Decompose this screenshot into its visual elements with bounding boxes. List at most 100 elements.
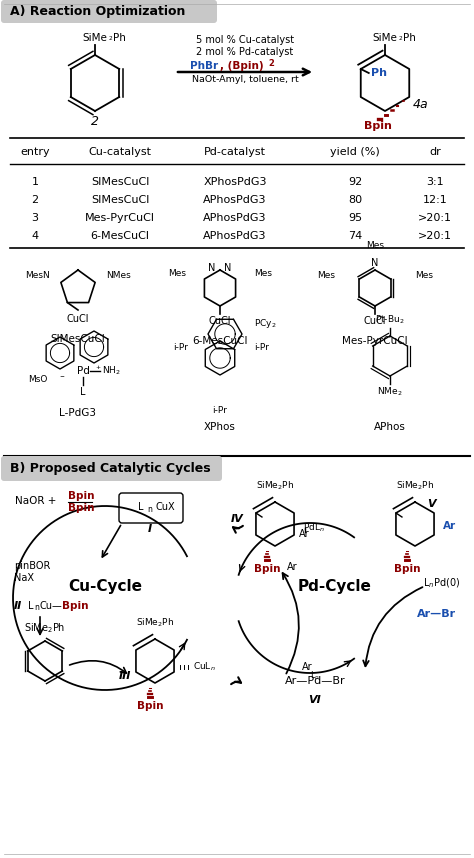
Text: CuX: CuX <box>156 502 176 512</box>
Text: XPhos: XPhos <box>204 422 236 432</box>
Text: NMes: NMes <box>106 271 131 281</box>
Text: L: L <box>80 387 86 397</box>
Text: Ar—Pd—Br: Ar—Pd—Br <box>285 676 346 686</box>
Text: II: II <box>14 601 22 611</box>
Text: L$_n$: L$_n$ <box>310 670 320 682</box>
Text: 92: 92 <box>348 177 362 187</box>
Text: pinBOR: pinBOR <box>14 561 50 571</box>
Text: CuL$_n$: CuL$_n$ <box>193 661 216 674</box>
Text: Ar: Ar <box>443 521 456 531</box>
Text: 2: 2 <box>268 58 274 68</box>
Text: dr: dr <box>429 147 441 157</box>
Text: V: V <box>427 499 436 509</box>
Text: Bpin: Bpin <box>364 121 392 131</box>
Text: 3: 3 <box>31 213 38 223</box>
FancyBboxPatch shape <box>1 456 222 481</box>
Text: Bpin: Bpin <box>68 491 94 501</box>
Text: Mes: Mes <box>415 271 433 281</box>
Text: CuCl: CuCl <box>209 316 231 326</box>
Text: NMe$_2$: NMe$_2$ <box>377 386 403 398</box>
Text: B) Proposed Catalytic Cycles: B) Proposed Catalytic Cycles <box>10 462 210 475</box>
Text: Cu—: Cu— <box>40 601 63 611</box>
Text: >20:1: >20:1 <box>418 231 452 241</box>
Text: Bpin: Bpin <box>394 564 420 574</box>
Text: PdL$_n$: PdL$_n$ <box>303 522 325 535</box>
Text: 4: 4 <box>31 231 38 241</box>
Text: entry: entry <box>20 147 50 157</box>
Text: CuCl: CuCl <box>364 316 386 326</box>
Text: APhos: APhos <box>374 422 406 432</box>
Text: VI: VI <box>309 695 321 705</box>
Text: Pd-catalyst: Pd-catalyst <box>204 147 266 157</box>
Text: I: I <box>148 524 152 534</box>
Text: SiMe: SiMe <box>373 33 397 43</box>
Text: MesN: MesN <box>25 271 50 281</box>
Text: CuCl: CuCl <box>67 314 89 324</box>
Text: Mes: Mes <box>366 241 384 250</box>
Text: $^-$: $^-$ <box>58 372 65 382</box>
Text: SIMesCuCl: SIMesCuCl <box>51 334 105 344</box>
Text: Ar: Ar <box>287 562 298 572</box>
Text: SiMe$_2$Ph: SiMe$_2$Ph <box>256 480 294 492</box>
Text: Mes-PyrCuCl: Mes-PyrCuCl <box>342 336 408 346</box>
Text: NaOt-Amyl, toluene, rt: NaOt-Amyl, toluene, rt <box>191 76 298 84</box>
Text: NaOR +: NaOR + <box>15 496 56 506</box>
Text: Mes-PyrCuCl: Mes-PyrCuCl <box>85 213 155 223</box>
Text: XPhosPdG3: XPhosPdG3 <box>203 177 267 187</box>
Text: Pd-Cycle: Pd-Cycle <box>298 578 372 594</box>
Text: APhosPdG3: APhosPdG3 <box>203 231 267 241</box>
Text: 80: 80 <box>348 195 362 205</box>
Text: NaX: NaX <box>14 573 34 583</box>
Text: 3:1: 3:1 <box>426 177 444 187</box>
Text: N: N <box>208 263 216 273</box>
Text: Mes: Mes <box>254 269 272 279</box>
Text: n: n <box>147 505 152 513</box>
Text: , (Bpin): , (Bpin) <box>220 61 264 71</box>
Text: N: N <box>224 263 232 273</box>
Text: L: L <box>138 502 144 512</box>
Text: SIMesCuCl: SIMesCuCl <box>91 177 149 187</box>
Text: 2: 2 <box>91 115 99 128</box>
Text: i-Pr: i-Pr <box>173 343 188 353</box>
Text: i-Pr: i-Pr <box>254 343 269 353</box>
Text: $_2$: $_2$ <box>398 34 403 43</box>
Text: PhBr: PhBr <box>190 61 218 71</box>
Text: A) Reaction Optimization: A) Reaction Optimization <box>10 5 185 18</box>
Text: i-Pr: i-Pr <box>212 406 228 415</box>
Text: 4a: 4a <box>413 99 428 112</box>
Text: SiMe$_2$Ph: SiMe$_2$Ph <box>136 617 174 629</box>
Text: N: N <box>371 258 379 268</box>
Text: Ar: Ar <box>299 529 310 539</box>
Text: Mes: Mes <box>168 269 186 279</box>
Text: L$_n$Pd(0): L$_n$Pd(0) <box>423 576 460 589</box>
Text: Mes: Mes <box>317 271 335 281</box>
FancyBboxPatch shape <box>119 493 183 523</box>
Text: 2 mol % Pd-catalyst: 2 mol % Pd-catalyst <box>196 47 293 57</box>
Text: Ar: Ar <box>301 662 312 672</box>
Text: III: III <box>119 671 131 681</box>
Text: 1: 1 <box>31 177 38 187</box>
Text: Cu-catalyst: Cu-catalyst <box>89 147 152 157</box>
Text: 5 mol % Cu-catalyst: 5 mol % Cu-catalyst <box>196 35 294 45</box>
Text: SIMesCuCl: SIMesCuCl <box>91 195 149 205</box>
FancyBboxPatch shape <box>1 0 217 23</box>
Text: SiMe: SiMe <box>82 33 108 43</box>
Text: Bpin: Bpin <box>62 601 89 611</box>
Text: APhosPdG3: APhosPdG3 <box>203 213 267 223</box>
Text: >20:1: >20:1 <box>418 213 452 223</box>
Text: Bpin: Bpin <box>68 503 94 513</box>
Text: L: L <box>28 601 34 611</box>
Text: $_2$: $_2$ <box>108 34 113 43</box>
Text: n: n <box>34 603 39 612</box>
Text: Bpin: Bpin <box>254 564 280 574</box>
Text: Pt-Bu$_2$: Pt-Bu$_2$ <box>375 313 405 326</box>
Text: $^+$: $^+$ <box>94 365 101 373</box>
Text: 12:1: 12:1 <box>423 195 447 205</box>
Text: Pd: Pd <box>77 366 90 376</box>
Text: 6-MesCuCl: 6-MesCuCl <box>192 336 248 346</box>
Text: 95: 95 <box>348 213 362 223</box>
Text: APhosPdG3: APhosPdG3 <box>203 195 267 205</box>
Text: SiMe$_2$Ph: SiMe$_2$Ph <box>24 621 66 635</box>
Text: SiMe$_2$Ph: SiMe$_2$Ph <box>396 480 434 492</box>
Text: Ar—Br: Ar—Br <box>418 609 456 619</box>
